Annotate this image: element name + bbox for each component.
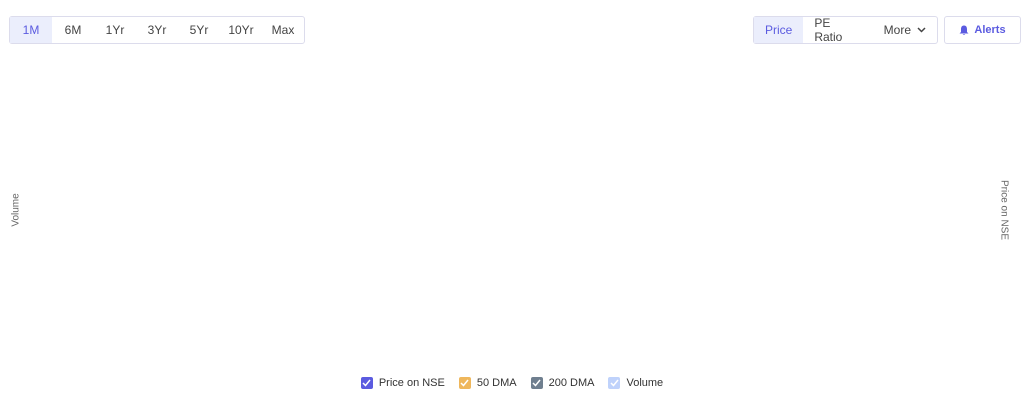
view-button[interactable]: Price xyxy=(754,17,804,43)
legend-label: Price on NSE xyxy=(378,377,445,389)
legend-item[interactable]: Price on NSE xyxy=(360,377,445,389)
legend: Price on NSE 50 DMA 200 DMA Volume xyxy=(0,377,1024,389)
legend-item[interactable]: Volume xyxy=(608,377,663,389)
alerts-button[interactable]: Alerts xyxy=(944,16,1021,44)
legend-item[interactable]: 200 DMA xyxy=(530,377,595,389)
range-button[interactable]: 1M xyxy=(10,17,52,43)
legend-item[interactable]: 50 DMA xyxy=(458,377,517,389)
range-button[interactable]: Max xyxy=(271,23,295,37)
view-button[interactable]: PE Ratio xyxy=(814,16,843,44)
check-icon xyxy=(610,379,619,387)
chevron xyxy=(917,27,926,33)
y2-axis-title: Price on NSE xyxy=(998,180,1009,240)
range-button[interactable]: 10Yr xyxy=(228,23,254,37)
legend-label: 200 DMA xyxy=(548,377,595,389)
check-icon xyxy=(460,379,469,387)
range-button[interactable]: 6M xyxy=(64,23,82,37)
bell-icon xyxy=(959,25,969,35)
legend-checkbox[interactable] xyxy=(608,377,621,389)
legend-label: Volume xyxy=(626,377,664,389)
check-icon xyxy=(532,379,541,387)
chart: Volume Price on NSE xyxy=(11,180,1010,240)
range-button[interactable]: 1Yr xyxy=(105,23,125,37)
range-button[interactable]: 3Yr xyxy=(147,23,167,37)
range-selector: 1M 6M 1Yr 3Yr 5Yr 10Yr Max xyxy=(9,16,305,44)
legend-label: 50 DMA xyxy=(476,377,517,389)
legend-checkbox[interactable] xyxy=(458,377,471,389)
view-selector: Price PE Ratio More xyxy=(753,16,938,44)
range-button[interactable]: 5Yr xyxy=(189,23,209,37)
view-label: More xyxy=(883,23,911,37)
view-button[interactable]: More xyxy=(873,17,937,43)
check-icon xyxy=(362,379,371,387)
alerts-label: Alerts xyxy=(974,24,1006,36)
legend-checkbox[interactable] xyxy=(530,377,543,389)
y-axis-title: Volume xyxy=(11,193,22,227)
legend-checkbox[interactable] xyxy=(360,377,373,389)
